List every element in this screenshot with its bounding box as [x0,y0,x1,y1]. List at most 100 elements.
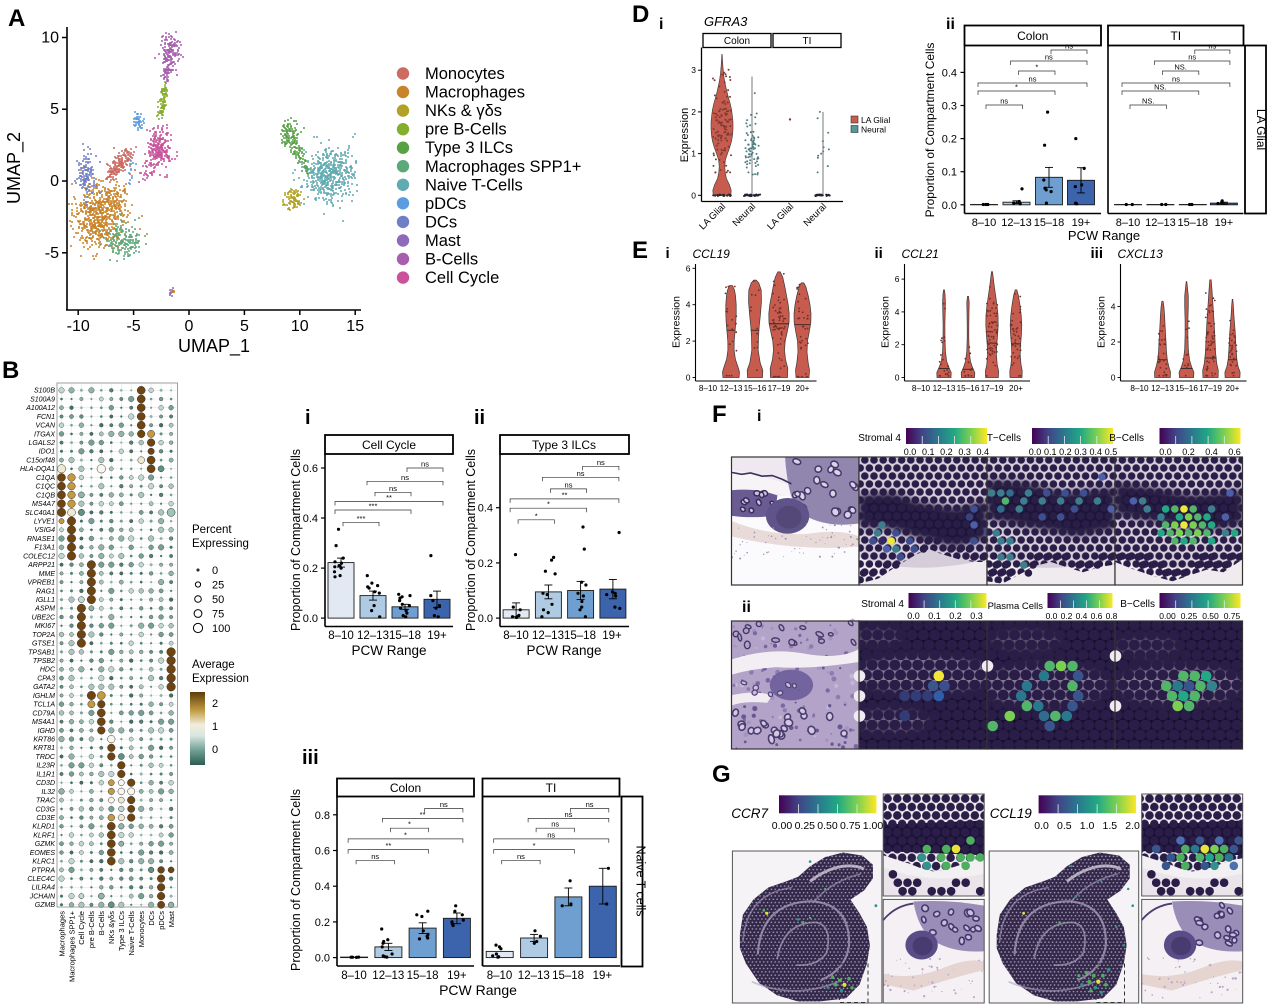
svg-text:0.50: 0.50 [1202,611,1219,621]
svg-text:0: 0 [212,565,218,577]
svg-text:*: * [404,830,407,839]
svg-text:GTSE1: GTSE1 [32,641,55,648]
svg-text:CD79A: CD79A [32,710,55,717]
svg-text:0: 0 [1111,373,1116,383]
svg-text:D: D [632,1,649,28]
svg-text:0.0: 0.0 [478,613,493,625]
svg-text:TPSAB1: TPSAB1 [28,649,55,656]
svg-text:Type 3 ILCs: Type 3 ILCs [117,911,126,951]
svg-text:Naive T-Cells: Naive T-Cells [127,911,136,956]
svg-text:8–10: 8–10 [972,217,996,229]
svg-text:0: 0 [185,318,194,335]
svg-text:i: i [305,407,311,429]
svg-text:i: i [659,16,663,33]
svg-text:ITGAX: ITGAX [34,431,55,438]
svg-text:Neural: Neural [731,201,759,229]
svg-text:8–10: 8–10 [503,630,529,642]
svg-text:***: *** [357,514,366,523]
svg-text:***: *** [369,502,378,511]
svg-text:0.2: 0.2 [940,447,953,457]
svg-text:MKI67: MKI67 [35,623,56,630]
svg-text:0.50: 0.50 [817,820,838,832]
svg-text:UBE2C: UBE2C [32,614,56,621]
svg-text:Monocytes: Monocytes [137,911,146,948]
svg-text:0.2: 0.2 [942,134,957,146]
svg-text:0.3: 0.3 [970,611,983,621]
svg-text:F: F [712,401,727,428]
svg-text:NS.: NS. [1154,83,1167,92]
svg-text:KLRF1: KLRF1 [33,832,55,839]
svg-text:Colon: Colon [724,36,750,47]
svg-text:0.1: 0.1 [922,447,935,457]
svg-text:JCHAIN: JCHAIN [29,894,56,901]
svg-text:ns: ns [1045,53,1053,62]
svg-text:Naive T cells: Naive T cells [634,845,648,916]
svg-text:0.6: 0.6 [303,463,318,475]
svg-text:pDCs: pDCs [425,195,466,213]
svg-text:0.0: 0.0 [315,953,330,965]
svg-text:LA Glial: LA Glial [861,115,890,125]
svg-text:15–18: 15–18 [1178,217,1209,229]
svg-text:8–10: 8–10 [912,384,931,393]
svg-text:0.3: 0.3 [958,447,971,457]
svg-text:Mast: Mast [167,910,176,927]
svg-text:Macrophages SPP1+: Macrophages SPP1+ [425,158,581,176]
svg-text:TRAC: TRAC [36,798,56,805]
svg-text:0: 0 [895,373,900,383]
svg-text:ns: ns [597,458,605,467]
svg-text:C1QC: C1QC [36,484,56,491]
svg-text:RNASE1: RNASE1 [27,536,55,543]
svg-text:GFRA3: GFRA3 [704,14,748,29]
svg-text:ns: ns [1065,42,1073,51]
svg-text:ii: ii [875,245,883,262]
svg-text:LA Glial: LA Glial [697,201,728,232]
svg-text:IGHLM: IGHLM [33,693,55,700]
svg-text:8–10: 8–10 [341,970,367,982]
svg-text:1: 1 [691,149,696,159]
svg-text:12–13: 12–13 [532,630,564,642]
svg-text:Macrophages: Macrophages [425,84,525,102]
svg-text:NS.: NS. [1142,97,1155,106]
svg-text:0.75: 0.75 [840,820,861,832]
svg-text:19+: 19+ [1072,217,1091,229]
svg-text:15–18: 15–18 [407,970,439,982]
svg-text:Proportion of Compartment Cell: Proportion of Compartment Cells [289,449,303,631]
svg-text:ns: ns [586,800,594,809]
svg-text:0.00: 0.00 [1159,611,1176,621]
svg-text:0.1: 0.1 [942,167,957,179]
svg-text:ns: ns [401,473,409,482]
svg-text:LYVE1: LYVE1 [34,519,55,526]
svg-text:UMAP_2: UMAP_2 [4,132,25,204]
svg-text:ii: ii [742,599,751,616]
svg-text:ii: ii [474,407,485,429]
svg-text:CCR7: CCR7 [731,806,768,821]
svg-text:2: 2 [691,107,696,117]
svg-text:GZMK: GZMK [35,841,56,848]
svg-text:0.3: 0.3 [1074,447,1087,457]
svg-text:B−Cells: B−Cells [1109,433,1144,444]
svg-text:ns: ns [371,852,379,861]
svg-text:0.25: 0.25 [795,820,816,832]
svg-text:NKs & γδs: NKs & γδs [425,102,502,120]
svg-text:IDO1: IDO1 [39,449,55,456]
svg-text:2: 2 [212,698,218,710]
svg-text:Proportion of Compartment Cell: Proportion of Compartment Cells [923,43,937,218]
svg-text:TPSB2: TPSB2 [33,658,55,665]
svg-text:*: * [535,511,538,520]
svg-text:IGLL1: IGLL1 [36,597,55,604]
svg-text:Macrophages SPP1+: Macrophages SPP1+ [67,910,76,982]
svg-text:A100A12: A100A12 [25,405,55,412]
svg-text:0.0: 0.0 [904,447,917,457]
svg-text:LA Glial: LA Glial [765,201,796,232]
svg-text:12–13: 12–13 [933,384,956,393]
svg-text:0.6: 0.6 [315,846,330,858]
svg-text:ns: ns [547,830,555,839]
svg-text:3: 3 [691,65,696,75]
svg-text:C1QA: C1QA [36,475,55,482]
svg-text:IL23R: IL23R [36,763,55,770]
svg-text:KRT81: KRT81 [33,745,55,752]
svg-text:0.5: 0.5 [1057,820,1072,832]
svg-text:**: ** [420,810,426,819]
svg-text:LILRA4: LILRA4 [32,885,55,892]
svg-text:ns: ns [517,852,525,861]
